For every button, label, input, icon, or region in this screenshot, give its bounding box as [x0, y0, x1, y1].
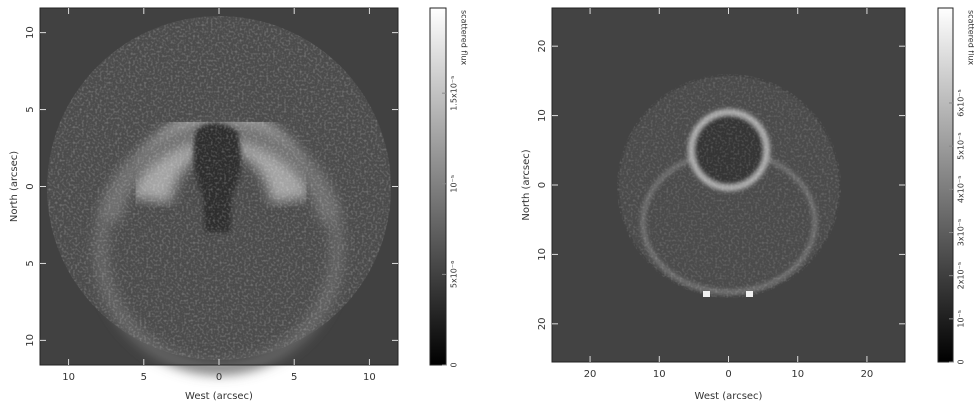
y-tick-label: 10 — [537, 109, 548, 122]
colorbar-tick-label: 6x10⁻⁵ — [957, 89, 966, 116]
colorbar — [937, 7, 954, 363]
colorbar-tick-label: 0 — [957, 359, 966, 364]
y-axis-label: North (arcsec) — [9, 151, 20, 222]
y-axis-label: North (arcsec) — [521, 149, 532, 220]
colorbar-tick-label: 10⁻⁵ — [450, 175, 459, 193]
colorbar-tick-label: 3x10⁻⁵ — [957, 219, 966, 246]
x-tick-label: 20 — [584, 369, 597, 380]
x-tick-label: 20 — [861, 369, 874, 380]
image-left — [40, 8, 398, 374]
y-tick-label: 20 — [537, 317, 548, 330]
image-right — [552, 8, 905, 362]
y-tick-label: 0 — [25, 183, 36, 189]
x-tick-label: 5 — [141, 372, 147, 383]
y-tick-label: 0 — [537, 182, 548, 188]
colorbar-tick-label: 5x10⁻⁵ — [957, 132, 966, 159]
colorbar-label: scattered flux — [460, 10, 469, 65]
x-axis-label: West (arcsec) — [695, 391, 763, 402]
colorbar-tick-label: 0 — [450, 362, 459, 367]
y-tick-label: 10 — [25, 334, 36, 347]
x-tick-label: 10 — [62, 372, 75, 383]
x-axis-label: West (arcsec) — [185, 391, 253, 402]
y-tick-label: 10 — [537, 248, 548, 261]
colorbar-label: scattered flux — [967, 10, 974, 65]
colorbar-tick-label: 4x10⁻⁵ — [957, 176, 966, 203]
y-tick-label: 10 — [25, 26, 36, 39]
y-tick-label: 5 — [25, 260, 36, 266]
x-tick-label: 10 — [791, 369, 804, 380]
x-tick-label: 5 — [291, 372, 297, 383]
y-tick-label: 20 — [537, 40, 548, 53]
colorbar-tick-label: 1.5x10⁻⁵ — [450, 76, 459, 111]
x-tick-label: 10 — [653, 369, 666, 380]
y-tick-label: 5 — [25, 106, 36, 112]
colorbar — [429, 7, 447, 366]
colorbar-tick-label: 10⁻⁵ — [957, 310, 966, 328]
colorbar-tick-label: 5x10⁻⁶ — [450, 261, 459, 288]
x-tick-label: 0 — [216, 372, 222, 383]
colorbar-tick-label: 2x10⁻⁵ — [957, 262, 966, 289]
x-tick-label: 10 — [363, 372, 376, 383]
x-tick-label: 0 — [725, 369, 731, 380]
